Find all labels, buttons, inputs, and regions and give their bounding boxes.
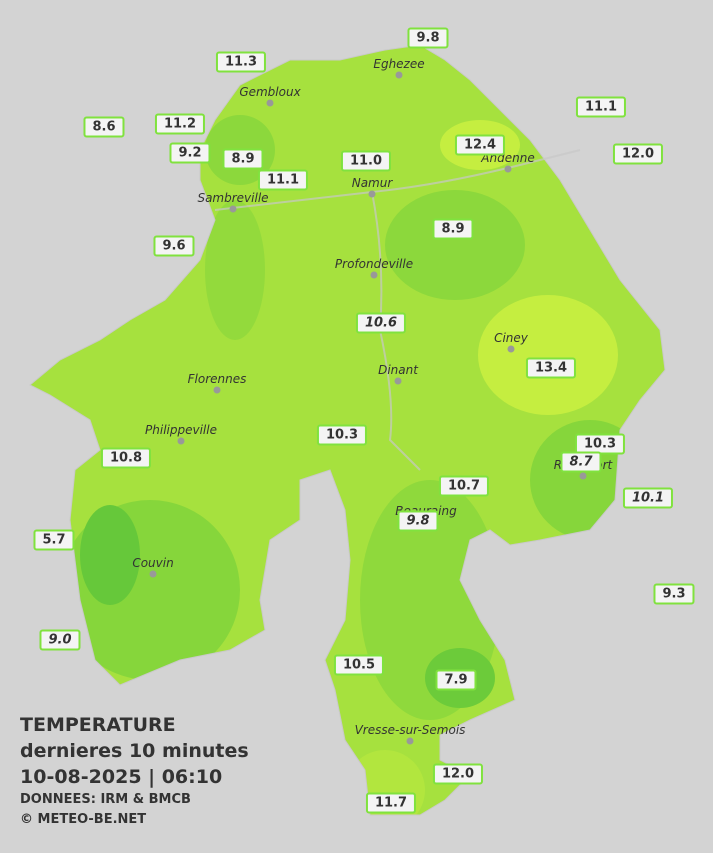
- city-label: Dinant: [378, 363, 418, 377]
- station-value: 11.1: [257, 169, 309, 191]
- city-dot: [368, 190, 376, 198]
- legend-source: DONNEES: IRM & BMCB: [20, 792, 191, 807]
- legend-date: 10-08-2025 | 06:10: [20, 766, 223, 788]
- station-value: 5.7: [33, 529, 75, 551]
- station-value: 9.3: [653, 583, 695, 605]
- station-value: 12.4: [454, 134, 506, 156]
- legend: TEMPERATURE dernieres 10 minutes 10-08-2…: [20, 712, 249, 830]
- city-dot: [213, 386, 221, 394]
- station-value: 10.3: [574, 433, 626, 455]
- city-dot: [177, 437, 185, 445]
- station-value: 9.6: [153, 235, 195, 257]
- city-dot: [229, 205, 237, 213]
- station-value: 8.6: [83, 116, 125, 138]
- station-value: 10.8: [100, 447, 152, 469]
- city-dot: [394, 377, 402, 385]
- station-value: 10.3: [316, 424, 368, 446]
- station-value: 8.9: [432, 218, 474, 240]
- city-label: Namur: [351, 176, 393, 190]
- city-label: Profondeville: [334, 257, 414, 271]
- city-dot: [370, 271, 378, 279]
- legend-title: TEMPERATURE: [20, 714, 176, 736]
- city-dot: [406, 737, 414, 745]
- station-value: 11.0: [340, 150, 392, 172]
- station-value: 10.6: [355, 312, 407, 334]
- station-value: 9.0: [39, 629, 81, 651]
- city-label: Couvin: [132, 556, 174, 570]
- station-value: 11.3: [215, 51, 267, 73]
- city-dot: [395, 71, 403, 79]
- legend-subtitle: dernieres 10 minutes: [20, 740, 249, 762]
- station-value: 12.0: [432, 763, 484, 785]
- city-label: Ciney: [494, 331, 528, 345]
- station-value: 11.2: [154, 113, 206, 135]
- station-value: 10.5: [333, 654, 385, 676]
- city-dot: [504, 165, 512, 173]
- station-value: 9.8: [397, 510, 439, 532]
- city-dot: [579, 472, 587, 480]
- station-value: 10.7: [438, 475, 490, 497]
- station-value: 12.0: [612, 143, 664, 165]
- city-label: Philippeville: [145, 423, 217, 437]
- city-label: Eghezee: [373, 57, 425, 71]
- station-value: 13.4: [525, 357, 577, 379]
- city-dot: [149, 570, 157, 578]
- station-value: 10.1: [622, 487, 674, 509]
- station-value: 11.1: [575, 96, 627, 118]
- station-value: 7.9: [435, 669, 477, 691]
- city-label: Gembloux: [239, 85, 301, 99]
- city-label: Sambreville: [197, 191, 269, 205]
- city-label: Florennes: [187, 372, 247, 386]
- station-value: 8.7: [560, 451, 602, 473]
- station-value: 9.8: [407, 27, 449, 49]
- city-dot: [266, 99, 274, 107]
- station-value: 8.9: [222, 148, 264, 170]
- city-label: Vresse-sur-Semois: [354, 723, 466, 737]
- station-value: 11.7: [365, 792, 417, 814]
- legend-copyright: © METEO-BE.NET: [20, 812, 147, 827]
- city-dot: [507, 345, 515, 353]
- station-value: 9.2: [169, 142, 211, 164]
